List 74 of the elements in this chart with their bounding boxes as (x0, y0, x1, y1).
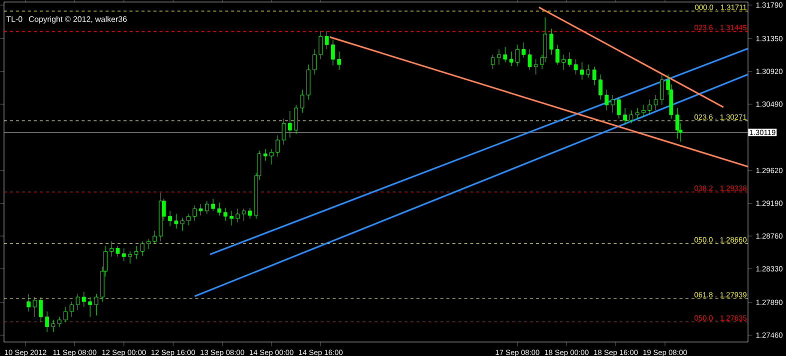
candlestick (562, 54, 566, 70)
candlestick (168, 210, 172, 226)
candlestick (635, 108, 640, 119)
candlestick (236, 208, 240, 223)
candlestick (629, 110, 634, 124)
candlestick (568, 52, 572, 68)
candlestick (45, 311, 49, 332)
candlestick (503, 46, 508, 62)
candlestick (580, 62, 584, 80)
candlestick (288, 110, 292, 138)
candlestick (217, 202, 222, 216)
candlestick (64, 306, 68, 322)
candlestick (604, 89, 609, 110)
candlestick (140, 241, 144, 256)
candlestick (610, 94, 615, 113)
candlestick (242, 208, 246, 222)
candlestick (574, 58, 578, 75)
candlestick (122, 248, 126, 262)
candlestick (497, 49, 501, 65)
candlestick (598, 74, 602, 100)
candlestick (549, 28, 554, 55)
candlestick (294, 104, 298, 134)
candlestick (248, 208, 252, 219)
candlestick (263, 148, 268, 161)
candlestick (522, 42, 526, 58)
candlestick (555, 44, 560, 65)
candlestick (32, 296, 37, 318)
candlestick (648, 99, 652, 116)
candlestick (76, 294, 80, 310)
candlestick (515, 44, 520, 66)
candlestick (654, 94, 658, 110)
candlestick (282, 118, 286, 145)
candlestick (88, 296, 92, 318)
candlestick (337, 51, 342, 70)
candlestick (192, 205, 197, 222)
candlestick (211, 198, 215, 212)
candlestick (70, 301, 74, 318)
candlestick (204, 200, 209, 214)
candlestick (642, 104, 646, 118)
candlestick (180, 217, 184, 231)
candlestick (312, 49, 316, 75)
candlestick (509, 51, 514, 66)
candlestick (270, 148, 274, 165)
candlestick (534, 58, 538, 75)
candlestick (198, 204, 203, 216)
candlestick (186, 214, 190, 226)
candlestick (82, 291, 86, 308)
candlestick (660, 74, 664, 106)
candlestick (26, 294, 31, 312)
candlestick (94, 294, 98, 316)
candlestick (223, 208, 228, 222)
candlestick (586, 64, 590, 78)
candlestick (128, 251, 132, 264)
candlestick (38, 296, 43, 322)
candlestick (57, 316, 62, 328)
candlestick (528, 49, 532, 70)
candlestick (230, 210, 234, 226)
candlestick (331, 39, 335, 66)
candlestick (146, 238, 150, 250)
candlestick (616, 97, 621, 119)
candlestick (300, 89, 304, 113)
candlestick (592, 66, 596, 86)
candlestick (623, 108, 627, 125)
candlestick (152, 230, 157, 244)
candlestick (490, 54, 495, 70)
candlestick (110, 241, 114, 257)
candlestick (116, 246, 120, 257)
candlestick (324, 30, 329, 50)
candlestick (51, 320, 56, 332)
candlestick (276, 135, 280, 158)
candlestick (318, 30, 323, 60)
candlestick (134, 246, 138, 260)
candlestick (174, 214, 178, 229)
candlestick (675, 108, 680, 139)
